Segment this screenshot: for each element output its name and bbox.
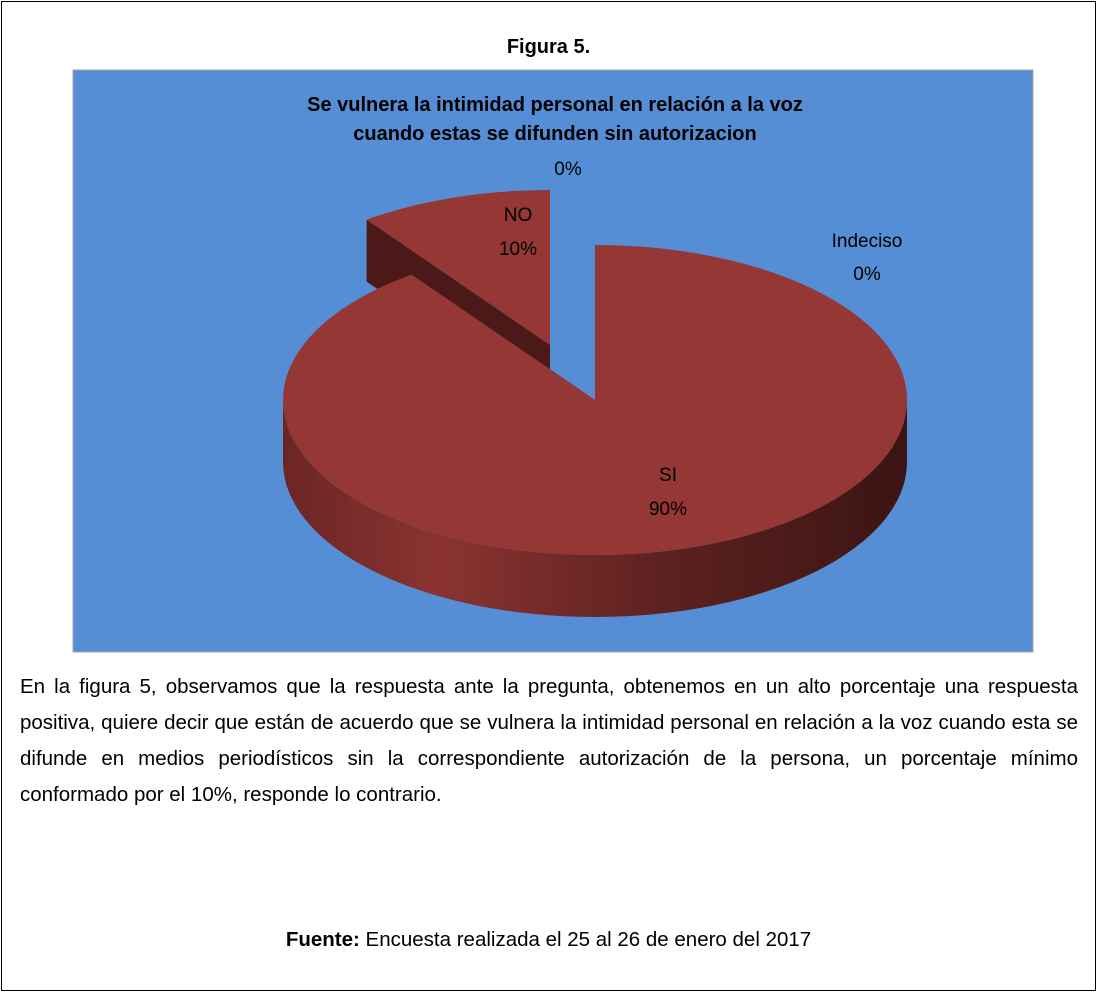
value-label: 10% bbox=[499, 239, 537, 260]
value-label: 0% bbox=[853, 264, 881, 285]
source-label: Fuente: bbox=[285, 928, 360, 951]
figure-label: Figura 5. bbox=[506, 36, 591, 58]
slice bbox=[366, 190, 550, 345]
paragraph: En la figura 5, observamos que la respue… bbox=[20, 675, 1078, 806]
slice-label: SI bbox=[659, 465, 677, 486]
slice-side bbox=[283, 400, 907, 617]
slice bbox=[282, 245, 907, 555]
value-label: 0% bbox=[554, 159, 582, 180]
source-text: Encuesta realizada el 25 al 26 de enero … bbox=[365, 928, 812, 951]
slice-label: NO bbox=[504, 205, 533, 226]
chart: Se vulnera la intimidad personal en rela… bbox=[72, 69, 1034, 653]
slice-label: Indeciso bbox=[832, 231, 903, 252]
chart-title: Se vulnera la intimidad personal en rela… bbox=[307, 94, 803, 116]
source: Fuente: Encuesta realizada el 25 al 26 d… bbox=[0, 928, 1097, 952]
value-label: 90% bbox=[649, 499, 687, 520]
chart-title: cuando estas se difunden sin autorizacio… bbox=[353, 123, 756, 145]
